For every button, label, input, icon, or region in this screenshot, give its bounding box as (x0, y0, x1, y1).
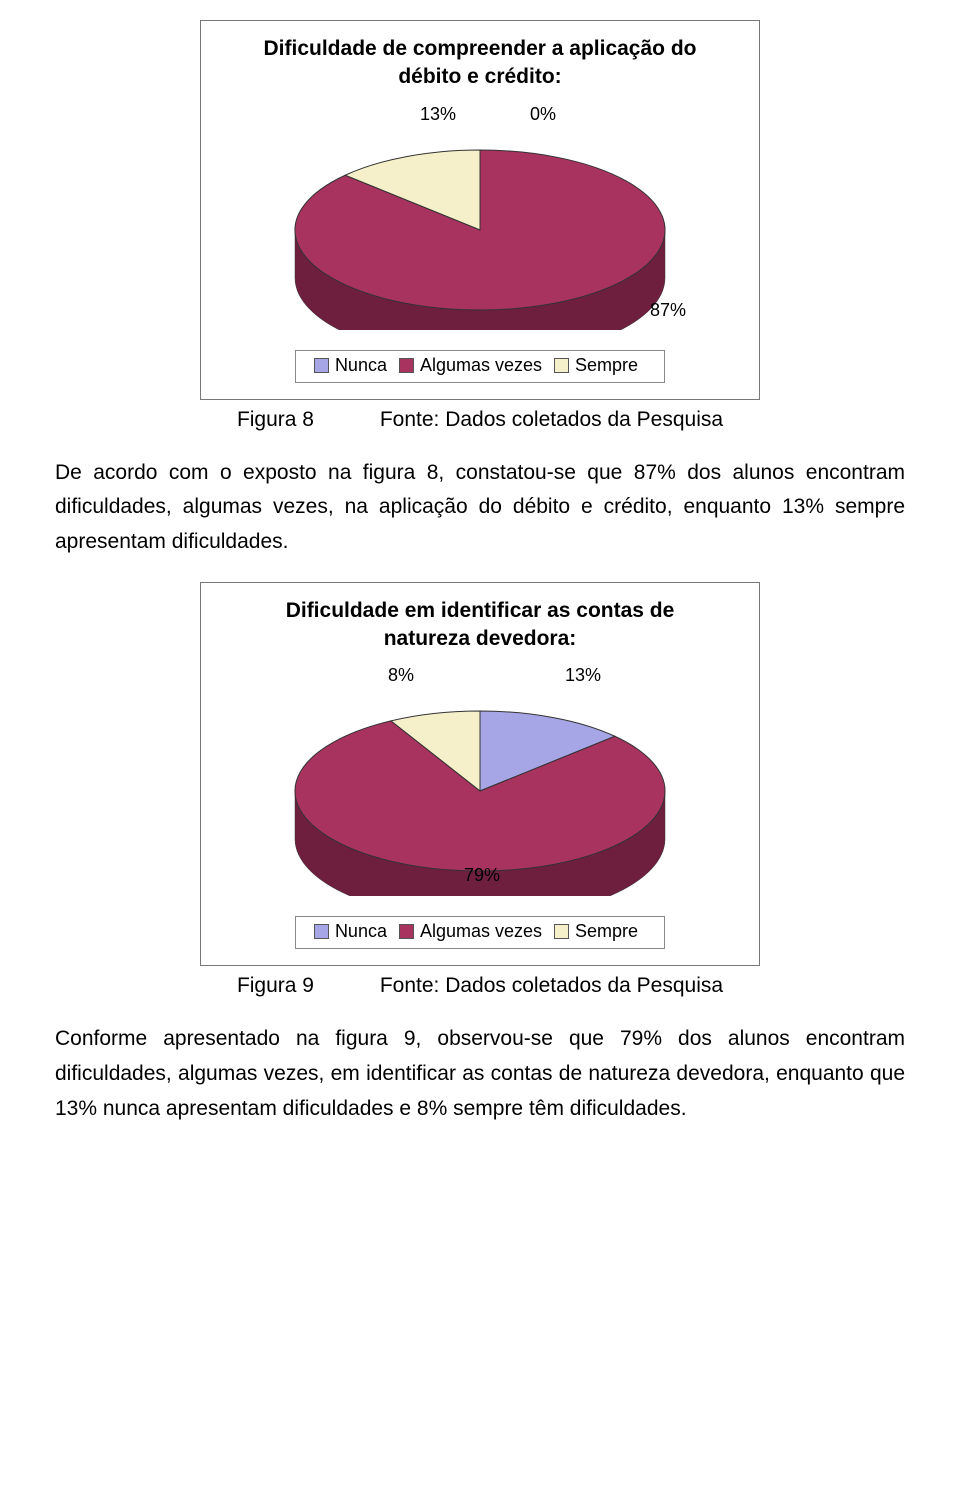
legend-item: Nunca (314, 921, 387, 942)
chart1-legend: Nunca Algumas vezes Sempre (201, 350, 759, 383)
caption2-src: Fonte: Dados coletados da Pesquisa (380, 974, 723, 997)
pct-label: 79% (464, 865, 500, 886)
chart1-box: Dificuldade de compreender a aplicação d… (200, 20, 760, 400)
chart2-title: Dificuldade em identificar as contas de … (201, 583, 759, 662)
caption1: Figura 8 Fonte: Dados coletados da Pesqu… (40, 408, 920, 432)
legend-swatch (399, 358, 414, 373)
legend-label: Algumas vezes (420, 355, 542, 376)
pct-label: 0% (530, 104, 556, 125)
caption2: Figura 9 Fonte: Dados coletados da Pesqu… (40, 974, 920, 998)
pct-label: 87% (650, 300, 686, 321)
legend-item: Algumas vezes (399, 355, 542, 376)
legend-swatch (399, 924, 414, 939)
caption1-src: Fonte: Dados coletados da Pesquisa (380, 408, 723, 431)
legend-swatch (554, 924, 569, 939)
legend-item: Nunca (314, 355, 387, 376)
legend-item: Algumas vezes (399, 921, 542, 942)
legend-swatch (314, 358, 329, 373)
legend-label: Sempre (575, 355, 638, 376)
chart1-title: Dificuldade de compreender a aplicação d… (201, 21, 759, 100)
legend-label: Algumas vezes (420, 921, 542, 942)
legend-swatch (314, 924, 329, 939)
chart2-pie: 13% 79% 8% (230, 661, 730, 896)
para2: Conforme apresentado na figura 9, observ… (55, 1022, 905, 1126)
chart2-legend: Nunca Algumas vezes Sempre (201, 916, 759, 949)
pct-label: 13% (420, 104, 456, 125)
para1: De acordo com o exposto na figura 8, con… (55, 456, 905, 560)
pct-label: 13% (565, 665, 601, 686)
legend-item: Sempre (554, 921, 638, 942)
legend-label: Sempre (575, 921, 638, 942)
chart1-pie: 0% 87% 13% (230, 100, 730, 330)
legend-item: Sempre (554, 355, 638, 376)
legend-label: Nunca (335, 355, 387, 376)
legend-label: Nunca (335, 921, 387, 942)
legend-swatch (554, 358, 569, 373)
pct-label: 8% (388, 665, 414, 686)
chart2-box: Dificuldade em identificar as contas de … (200, 582, 760, 967)
caption2-fig: Figura 9 (237, 974, 314, 998)
caption1-fig: Figura 8 (237, 408, 314, 432)
